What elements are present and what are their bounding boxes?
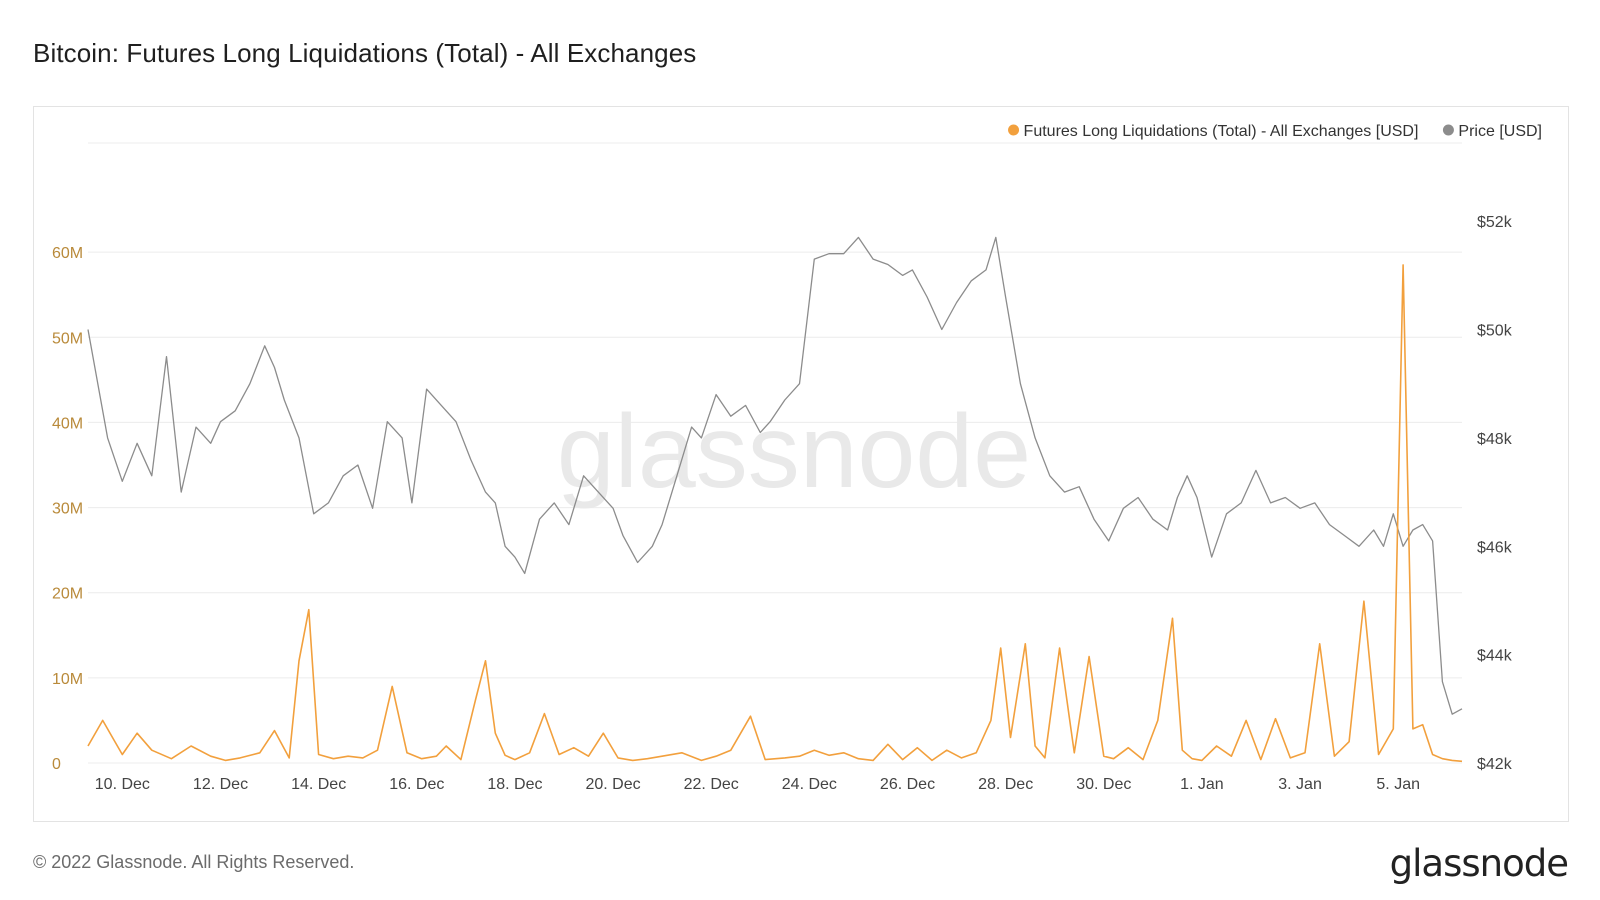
right-axis-tick-label: $42k [1477, 756, 1513, 773]
x-axis-tick-label: 26. Dec [880, 776, 935, 793]
right-axis-tick-label: $44k [1477, 648, 1513, 665]
price-line [87, 236, 1463, 715]
x-axis-tick-label: 22. Dec [684, 776, 739, 793]
x-axis-tick-label: 12. Dec [193, 776, 248, 793]
right-axis-tick-label: $46k [1477, 539, 1513, 556]
chart-title: Bitcoin: Futures Long Liquidations (Tota… [33, 38, 697, 68]
legend-marker [1008, 124, 1020, 136]
liquidations-series [87, 264, 1463, 763]
x-axis-tick-label: 1. Jan [1180, 776, 1224, 793]
legend-label: Price [USD] [1458, 123, 1542, 140]
x-axis-tick-label: 10. Dec [95, 776, 150, 793]
liquidations-line [87, 264, 1463, 763]
x-axis-tick-label: 14. Dec [291, 776, 346, 793]
price-series [87, 236, 1463, 715]
left-axis-tick-label: 60M [52, 245, 83, 262]
x-axis-tick-label: 18. Dec [487, 776, 542, 793]
copyright-footer: © 2022 Glassnode. All Rights Reserved. [33, 852, 355, 872]
x-axis-tick-label: 5. Jan [1376, 776, 1420, 793]
x-axis-tick-label: 16. Dec [389, 776, 444, 793]
x-axis-tick-label: 24. Dec [782, 776, 837, 793]
left-axis-tick-label: 0 [52, 756, 61, 773]
left-axis-tick-label: 10M [52, 671, 83, 688]
right-axis-tick-label: $52k [1477, 214, 1513, 231]
x-axis-tick-label: 3. Jan [1278, 776, 1322, 793]
chart-panel: glassnode 0 10M 20M 30M 40M 50M 60M $42k $44k $4… [33, 106, 1569, 822]
left-axis-tick-label: 30M [52, 501, 83, 518]
legend: Price [USD] Futures Long Liquidations (To… [1008, 123, 1542, 140]
watermark: glassnode [557, 394, 1031, 510]
left-axis-tick-label: 50M [52, 330, 83, 347]
x-axis-tick-label: 30. Dec [1076, 776, 1131, 793]
x-axis-tick-label: 28. Dec [978, 776, 1033, 793]
grid-lines [88, 142, 1462, 764]
right-axis-tick-label: $48k [1477, 431, 1513, 448]
right-axis-tick-label: $50k [1477, 323, 1513, 340]
left-axis-tick-label: 40M [52, 415, 83, 432]
x-axis-tick-label: 20. Dec [585, 776, 640, 793]
left-axis-labels: 0 10M 20M 30M 40M 50M 60M [52, 245, 83, 773]
right-axis-labels: $42k $44k $46k $48k $50k $52k [1477, 214, 1513, 773]
brand-logo[interactable]: glassnode [1389, 842, 1569, 885]
left-axis-tick-label: 20M [52, 586, 83, 603]
legend-marker [1442, 124, 1454, 136]
legend-label: Futures Long Liquidations (Total) - All … [1024, 123, 1419, 140]
x-axis-labels: 10. Dec 12. Dec 14. Dec 16. Dec 18. Dec 20. D… [95, 776, 1420, 793]
